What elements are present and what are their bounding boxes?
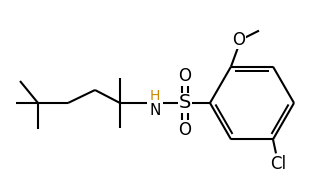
Text: Cl: Cl <box>270 155 286 173</box>
Text: O: O <box>178 121 192 139</box>
Text: O: O <box>232 31 246 49</box>
Text: O: O <box>178 67 192 85</box>
Text: S: S <box>179 93 191 112</box>
Text: H: H <box>150 89 160 103</box>
Text: N: N <box>149 103 161 118</box>
